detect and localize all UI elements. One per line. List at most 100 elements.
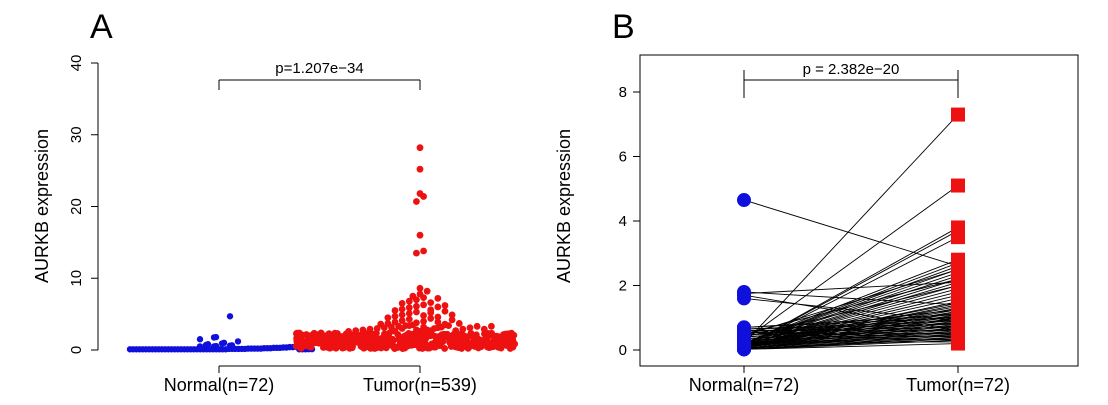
tumor-point [454, 332, 462, 340]
tumor-point [413, 198, 420, 205]
tumor-point [413, 308, 420, 316]
panel-b-plot-frame [639, 54, 1079, 367]
tumor-point [356, 331, 364, 339]
panel-b-normal-point [737, 193, 751, 208]
tumor-point [441, 321, 449, 329]
panel-b-pair-line [743, 318, 959, 347]
panel-b-pair-line [743, 288, 959, 346]
panel-b-pair-line [743, 312, 959, 347]
tumor-point [337, 340, 345, 348]
panel-b-pair-line [743, 291, 959, 306]
tumor-point [497, 344, 505, 352]
panel-b-pair-line [743, 335, 959, 350]
panel-b-pair-line [743, 314, 959, 328]
tumor-point [455, 343, 463, 351]
tumor-point [420, 193, 427, 200]
tumor-point [475, 344, 482, 352]
tumor-point [452, 327, 460, 335]
tumor-point [416, 144, 424, 152]
tumor-point [420, 247, 427, 255]
panel-b-pair-line [743, 328, 959, 349]
tumor-point [398, 325, 406, 332]
tumor-point [423, 287, 431, 295]
panel-a: A AURKB expression 0 10 20 30 40 Normal(n=72)… [32, 8, 519, 395]
panel-a-y-tick-label: 30 [68, 126, 85, 143]
tumor-point [398, 305, 406, 313]
tumor-point [427, 309, 435, 317]
tumor-point [400, 333, 408, 341]
panel-b-y-tick-label: 8 [619, 84, 627, 101]
tumor-point [295, 338, 302, 346]
normal-point [196, 343, 204, 350]
tumor-point [413, 249, 420, 257]
normal-point [212, 333, 220, 341]
tumor-point [385, 341, 393, 349]
tumor-point [461, 342, 469, 350]
normal-point [228, 342, 236, 349]
panel-a-y-tick-label: 20 [68, 198, 85, 215]
tumor-point [391, 327, 399, 335]
tumor-point [367, 344, 374, 352]
normal-point [234, 338, 242, 345]
tumor-point [398, 317, 406, 324]
tumor-point [405, 310, 413, 317]
tumor-point [416, 231, 424, 239]
panel-b-points [737, 107, 965, 357]
panel-b-y-tick-label: 4 [619, 213, 627, 230]
panel-b-pair-line [743, 285, 959, 338]
tumor-point [434, 303, 442, 311]
tumor-point [386, 329, 393, 337]
tumor-point [311, 339, 318, 347]
tumor-point [352, 327, 360, 335]
tumor-point [405, 304, 413, 312]
panel-b-pair-line [743, 343, 959, 350]
tumor-point [434, 318, 442, 326]
tumor-point [460, 332, 468, 340]
panel-b-pair-line [743, 268, 959, 336]
tumor-point [359, 326, 367, 334]
tumor-point [420, 328, 427, 336]
tumor-point [416, 284, 424, 292]
tumor-point [306, 343, 314, 351]
tumor-point [356, 337, 364, 345]
panel-b-y-axis-title: AURKB expression [554, 129, 574, 283]
tumor-point [445, 333, 452, 341]
panel-b-pair-line [743, 306, 959, 346]
panel-b-pair-line [743, 331, 959, 349]
panel-b: B AURKB expression 0 2 4 6 8 Normal(n=72) Tumo… [554, 8, 1079, 395]
tumor-point [441, 302, 449, 309]
tumor-point [366, 325, 374, 333]
panel-b-pair-line [743, 114, 959, 344]
panel-b-x-category-label: Normal(n=72) [689, 375, 800, 395]
panel-b-normal-point [737, 286, 751, 301]
panel-b-pair-line [743, 309, 959, 347]
panel-b-pair-line [743, 333, 959, 341]
panel-b-tumor-point [951, 275, 965, 290]
tumor-point [448, 316, 456, 324]
normal-point [204, 341, 212, 348]
panel-b-pair-lines [743, 114, 959, 350]
tumor-point [427, 327, 435, 335]
panel-a-x-category-label: Normal(n=72) [164, 375, 275, 395]
panel-b-pair-line [743, 199, 959, 267]
tumor-point [420, 323, 427, 331]
tumor-point [473, 322, 481, 330]
tumor-point [431, 333, 439, 340]
tumor-point [485, 339, 493, 347]
tumor-point [420, 317, 427, 325]
tumor-point [405, 315, 413, 323]
tumor-point [325, 341, 332, 349]
tumor-point [502, 330, 510, 338]
tumor-point [325, 330, 333, 338]
tumor-point [384, 314, 392, 322]
tumor-point [413, 296, 420, 304]
tumor-point [299, 331, 307, 339]
panel-a-y-tick-label: 0 [68, 346, 85, 354]
tumor-point [467, 330, 475, 338]
normal-point [196, 336, 204, 343]
tumor-point [459, 325, 467, 333]
panel-b-tumor-point [951, 220, 965, 235]
tumor-point [367, 336, 374, 343]
tumor-point [420, 312, 427, 319]
panel-b-y-tick-label: 0 [619, 342, 627, 359]
